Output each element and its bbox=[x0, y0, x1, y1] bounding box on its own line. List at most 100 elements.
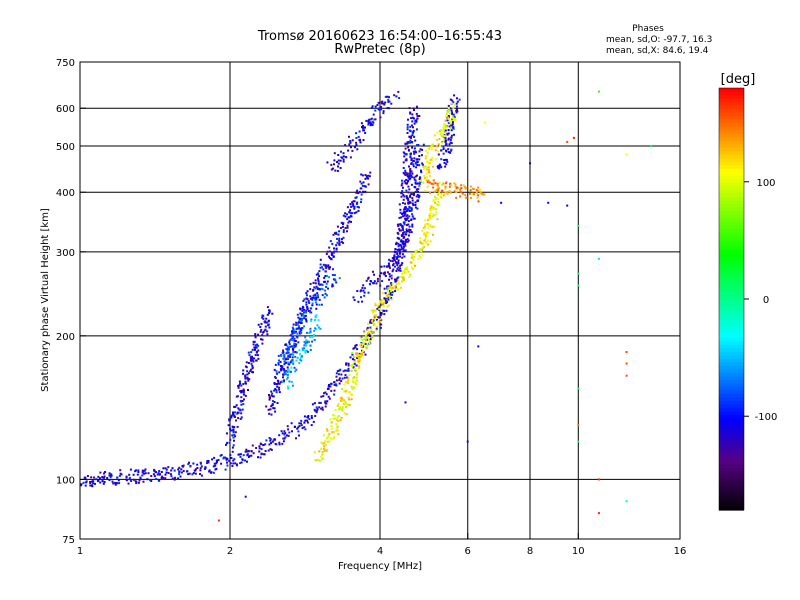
trace-point bbox=[383, 271, 386, 274]
trace-point bbox=[368, 331, 371, 333]
trace-point bbox=[194, 468, 197, 471]
colorbar-segment bbox=[719, 239, 744, 244]
trace-point bbox=[450, 142, 453, 145]
trace-point bbox=[394, 280, 397, 283]
trace-point bbox=[310, 320, 312, 322]
colorbar-segment bbox=[719, 123, 744, 128]
trace-point bbox=[425, 235, 427, 238]
trace-point bbox=[259, 456, 262, 459]
trace-point bbox=[458, 98, 461, 101]
trace-point bbox=[366, 176, 369, 178]
x-tick-label: 8 bbox=[527, 546, 533, 557]
trace-point bbox=[449, 107, 452, 110]
trace-point bbox=[262, 331, 265, 333]
trace-point bbox=[317, 319, 320, 322]
trace-point bbox=[410, 157, 413, 160]
trace-point bbox=[363, 337, 366, 340]
colorbar-segment bbox=[719, 400, 744, 406]
trace-point bbox=[431, 226, 434, 229]
trace-point bbox=[361, 126, 364, 129]
trace-point bbox=[297, 341, 300, 344]
trace-point bbox=[386, 285, 389, 288]
trace-point bbox=[398, 97, 401, 99]
trace-point bbox=[448, 190, 451, 193]
trace-point bbox=[152, 473, 155, 476]
trace-point bbox=[475, 192, 478, 194]
trace-point bbox=[300, 322, 302, 324]
trace-point bbox=[242, 369, 245, 372]
trace-point bbox=[365, 119, 368, 122]
trace-point bbox=[456, 110, 459, 113]
trace-point bbox=[409, 194, 412, 197]
trace-point bbox=[233, 433, 236, 436]
trace-point bbox=[144, 468, 147, 471]
trace-point bbox=[363, 291, 366, 294]
trace-point bbox=[303, 340, 306, 343]
trace-point bbox=[318, 275, 320, 278]
trace-point bbox=[364, 339, 367, 341]
trace-point bbox=[301, 427, 304, 430]
trace-point bbox=[313, 286, 316, 289]
trace-point bbox=[92, 482, 95, 485]
trace-point bbox=[361, 184, 364, 187]
trace-point bbox=[406, 142, 409, 145]
trace-point bbox=[272, 407, 275, 410]
trace-point bbox=[344, 144, 347, 147]
trace-point bbox=[338, 419, 341, 422]
trace-point bbox=[360, 193, 363, 196]
trace-point bbox=[405, 178, 408, 181]
trace-point bbox=[398, 216, 401, 219]
trace-point bbox=[268, 412, 271, 415]
trace-point bbox=[416, 117, 419, 120]
trace-point bbox=[305, 331, 308, 334]
trace-point bbox=[404, 217, 407, 220]
trace-point bbox=[411, 199, 414, 202]
trace-point bbox=[165, 471, 168, 474]
trace-point bbox=[351, 365, 354, 368]
trace-point bbox=[208, 470, 211, 473]
trace-point bbox=[329, 418, 332, 421]
trace-point bbox=[240, 389, 243, 392]
trace-point bbox=[430, 158, 432, 161]
trace-point bbox=[406, 196, 409, 199]
trace-point bbox=[335, 244, 338, 247]
chart-title: Tromsø 20160623 16:54:00–16:55:43 bbox=[257, 29, 502, 44]
trace-point bbox=[328, 432, 331, 435]
trace-point bbox=[255, 447, 258, 449]
trace-point bbox=[353, 200, 356, 203]
trace-point bbox=[299, 318, 302, 320]
colorbar-segment bbox=[719, 316, 744, 321]
trace-point bbox=[342, 222, 345, 225]
trace-point bbox=[353, 355, 356, 358]
trace-point bbox=[119, 469, 122, 472]
trace-point bbox=[393, 254, 396, 257]
trace-point bbox=[271, 440, 274, 443]
trace-point bbox=[298, 327, 301, 330]
trace-point bbox=[359, 356, 362, 359]
trace-point bbox=[336, 426, 339, 429]
trace-point bbox=[350, 370, 353, 373]
trace-point bbox=[240, 412, 243, 415]
trace-point bbox=[287, 361, 290, 364]
trace-point bbox=[396, 268, 399, 270]
trace-point bbox=[359, 180, 362, 183]
colorbar-segment bbox=[719, 443, 744, 448]
trace-point bbox=[250, 450, 253, 453]
trace-point bbox=[248, 378, 251, 381]
trace-point bbox=[341, 410, 344, 412]
trace-point bbox=[404, 181, 407, 184]
trace-point bbox=[418, 186, 421, 189]
trace-point bbox=[413, 117, 415, 120]
trace-point bbox=[288, 431, 291, 434]
trace-point bbox=[395, 241, 398, 244]
trace-point bbox=[395, 261, 398, 264]
trace-point bbox=[410, 174, 413, 177]
trace-point bbox=[442, 148, 445, 150]
trace-point bbox=[177, 468, 180, 471]
trace-point bbox=[301, 327, 304, 329]
trace-point bbox=[390, 102, 393, 105]
trace-point bbox=[364, 185, 367, 188]
trace-point bbox=[413, 135, 416, 138]
trace-point bbox=[430, 144, 433, 147]
trace-point bbox=[408, 228, 411, 231]
